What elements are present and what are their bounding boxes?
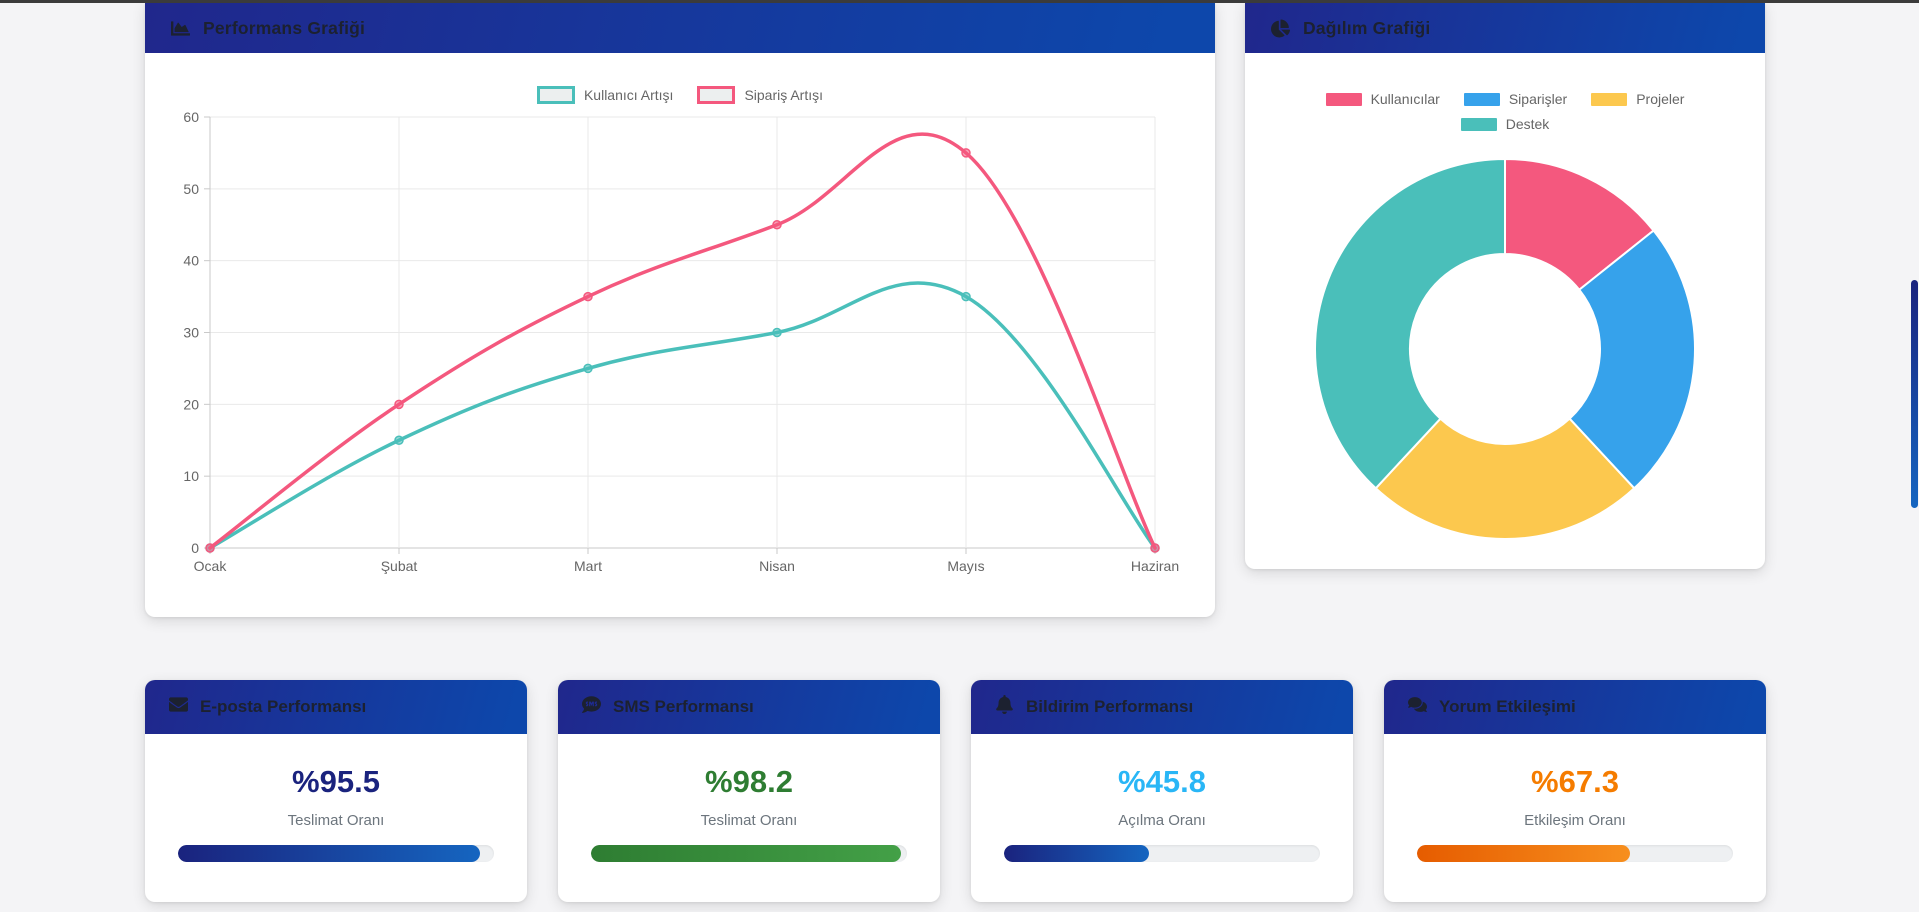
stat-card-yorum: Yorum Etkileşimi %67.3 Etkileşim Oranı bbox=[1384, 680, 1766, 902]
svg-text:Mart: Mart bbox=[574, 558, 602, 574]
svg-text:10: 10 bbox=[183, 468, 199, 484]
legend-label: Sipariş Artışı bbox=[744, 87, 824, 103]
performance-card-title: Performans Grafiği bbox=[203, 17, 366, 38]
line-chart-legend: Kullanıcı Artışı Sipariş Artışı bbox=[145, 86, 1215, 104]
performance-chart-card: Performans Grafiği Kullanıcı Artışı Sipar… bbox=[145, 3, 1215, 617]
svg-text:Mayıs: Mayıs bbox=[947, 558, 984, 574]
pie-chart-icon bbox=[1271, 19, 1290, 38]
svg-text:Şubat: Şubat bbox=[381, 558, 418, 574]
progress-fill bbox=[591, 845, 902, 862]
sms-icon bbox=[582, 695, 601, 719]
stats-row: E-posta Performansı %95.5 Teslimat Oranı… bbox=[145, 680, 1766, 902]
legend-label: Destek bbox=[1505, 116, 1550, 132]
stat-card-header: E-posta Performansı bbox=[145, 680, 527, 734]
distribution-chart-card: Dağılım Grafiği Kullanıcılar Siparişler Pr… bbox=[1245, 3, 1765, 569]
svg-text:50: 50 bbox=[183, 181, 199, 197]
stat-card-header: Yorum Etkileşimi bbox=[1384, 680, 1766, 734]
distribution-card-title: Dağılım Grafiği bbox=[1303, 17, 1431, 38]
legend-item[interactable]: Sipariş Artışı bbox=[697, 86, 823, 104]
legend-swatch bbox=[536, 86, 575, 104]
stat-label: Etkileşim Oranı bbox=[1524, 812, 1626, 829]
stat-card-eposta: E-posta Performansı %95.5 Teslimat Oranı bbox=[145, 680, 527, 902]
performance-chart-body: Kullanıcı Artışı Sipariş Artışı 0 10 20 30 40… bbox=[145, 53, 1215, 614]
svg-text:20: 20 bbox=[183, 396, 199, 412]
legend-label: Kullanıcı Artışı bbox=[583, 87, 674, 103]
stat-value: %45.8 bbox=[1118, 764, 1206, 799]
distribution-card-header: Dağılım Grafiği bbox=[1245, 3, 1765, 53]
stat-card-header: SMS Performansı bbox=[558, 680, 940, 734]
stat-card-title: Yorum Etkileşimi bbox=[1439, 697, 1576, 716]
progress-track bbox=[591, 845, 907, 862]
performance-card-header: Performans Grafiği bbox=[145, 3, 1215, 53]
performance-line-chart[interactable]: 0 10 20 30 40 50 60 Ocak Şubat Mart Nisan Mayıs Hazi… bbox=[145, 53, 1215, 614]
stat-label: Teslimat Oranı bbox=[700, 812, 798, 829]
distribution-donut-chart[interactable] bbox=[1305, 149, 1705, 549]
svg-text:30: 30 bbox=[183, 325, 199, 341]
envelope-icon bbox=[169, 695, 188, 719]
stat-card-header: Bildirim Performansı bbox=[971, 680, 1353, 734]
stat-label: Açılma Oranı bbox=[1118, 812, 1206, 829]
svg-text:Haziran: Haziran bbox=[1131, 558, 1179, 574]
stat-value: %98.2 bbox=[705, 764, 793, 799]
progress-track bbox=[1004, 845, 1320, 862]
stat-card-bildirim: Bildirim Performansı %45.8 Açılma Oranı bbox=[971, 680, 1353, 902]
progress-fill bbox=[1004, 845, 1149, 862]
svg-text:60: 60 bbox=[183, 109, 199, 125]
stat-card-sms: SMS Performansı %98.2 Teslimat Oranı bbox=[558, 680, 940, 902]
legend-label: Projeler bbox=[1636, 91, 1685, 107]
scrollbar-thumb[interactable] bbox=[1911, 280, 1918, 508]
legend-item[interactable]: Kullanıcılar bbox=[1325, 91, 1440, 107]
legend-item[interactable]: Siparişler bbox=[1463, 91, 1568, 107]
chart-area-icon bbox=[171, 19, 190, 38]
distribution-chart-body: Kullanıcılar Siparişler Projeler Destek bbox=[1245, 53, 1765, 566]
stat-label: Teslimat Oranı bbox=[287, 812, 385, 829]
stat-card-title: Bildirim Performansı bbox=[1026, 697, 1194, 716]
legend-swatch bbox=[1591, 92, 1628, 106]
legend-label: Siparişler bbox=[1508, 91, 1568, 107]
legend-swatch bbox=[1460, 117, 1497, 131]
progress-track bbox=[1417, 845, 1733, 862]
legend-swatch bbox=[697, 86, 736, 104]
legend-label: Kullanıcılar bbox=[1370, 91, 1440, 107]
stat-card-title: SMS Performansı bbox=[613, 697, 754, 716]
legend-item[interactable]: Destek bbox=[1460, 116, 1550, 132]
svg-text:Ocak: Ocak bbox=[194, 558, 228, 574]
top-strip bbox=[0, 0, 1919, 3]
legend-swatch bbox=[1325, 92, 1362, 106]
progress-fill bbox=[178, 845, 480, 862]
bell-icon bbox=[995, 695, 1014, 719]
progress-track bbox=[178, 845, 494, 862]
stat-value: %67.3 bbox=[1531, 764, 1619, 799]
stat-value: %95.5 bbox=[292, 764, 380, 799]
svg-text:0: 0 bbox=[191, 540, 199, 556]
donut-chart-legend: Kullanıcılar Siparişler Projeler Destek bbox=[1245, 91, 1765, 132]
legend-item[interactable]: Kullanıcı Artışı bbox=[536, 86, 674, 104]
stat-card-title: E-posta Performansı bbox=[200, 697, 367, 716]
svg-text:Nisan: Nisan bbox=[759, 558, 795, 574]
svg-text:40: 40 bbox=[183, 253, 199, 269]
legend-swatch bbox=[1463, 92, 1500, 106]
comments-icon bbox=[1408, 695, 1427, 719]
progress-fill bbox=[1417, 845, 1630, 862]
legend-item[interactable]: Projeler bbox=[1591, 91, 1684, 107]
